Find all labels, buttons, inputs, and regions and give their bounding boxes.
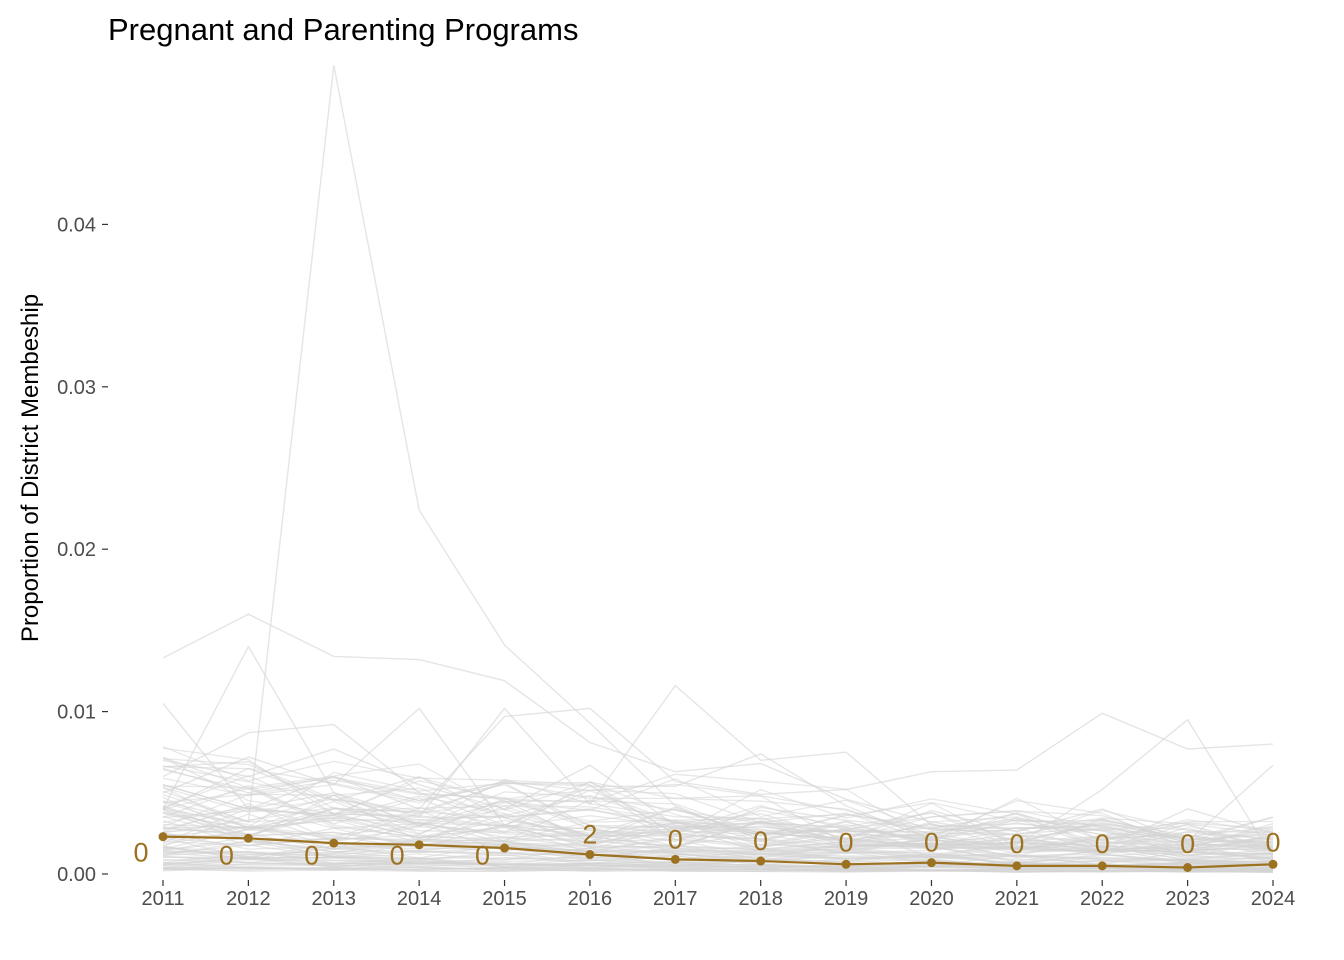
background-series-line — [162, 718, 1274, 859]
highlight-data-label: 2 — [582, 819, 597, 849]
x-tick-label: 2020 — [909, 888, 954, 910]
y-tick-label: 0.04 — [57, 214, 96, 236]
x-tick-label: 2012 — [226, 888, 271, 910]
x-tick-label: 2016 — [568, 888, 613, 910]
background-series-line — [162, 826, 1274, 866]
background-series-line — [162, 747, 1274, 843]
x-tick-label: 2014 — [397, 888, 442, 910]
highlight-data-label: 0 — [924, 828, 939, 858]
background-series-line — [162, 761, 1274, 835]
highlight-data-label: 0 — [753, 826, 768, 856]
highlight-data-label: 0 — [390, 841, 405, 871]
highlight-point — [1183, 863, 1193, 873]
background-series-line — [162, 791, 1274, 852]
x-tick-label: 2017 — [653, 888, 698, 910]
x-tick-label: 2021 — [995, 888, 1040, 910]
background-series-line — [162, 829, 1274, 863]
background-series-line — [162, 796, 1274, 847]
x-tick-label: 2013 — [312, 888, 357, 910]
x-tick-label: 2019 — [824, 888, 869, 910]
highlight-point — [670, 854, 680, 864]
background-series-line — [162, 765, 1274, 851]
highlight-data-label: 0 — [839, 828, 854, 858]
background-series-line — [162, 807, 1274, 858]
x-tick-label: 2023 — [1165, 888, 1210, 910]
highlight-series-line — [162, 835, 1274, 869]
x-tick-label: 2011 — [141, 888, 184, 910]
y-tick-label: 0.01 — [57, 702, 96, 724]
highlight-data-label: 0 — [1265, 828, 1280, 858]
background-district-lines — [162, 65, 1274, 874]
highlight-point — [329, 838, 339, 848]
x-tick-label: 2024 — [1251, 888, 1296, 910]
highlight-data-label: 0 — [1095, 829, 1110, 859]
y-tick-label: 0.03 — [57, 377, 96, 399]
highlight-series — [158, 832, 1278, 873]
background-series-line — [162, 836, 1274, 866]
highlight-point — [1012, 861, 1022, 871]
highlight-point — [585, 850, 595, 860]
highlight-point — [1268, 859, 1278, 869]
background-series-line — [162, 840, 1274, 866]
background-series-line — [162, 800, 1274, 852]
background-series-line — [162, 804, 1274, 850]
highlight-point — [1097, 861, 1107, 871]
highlight-data-label: 0 — [219, 841, 234, 871]
highlight-data-labels: 0 0 0 0 0 2 0 0 0 0 0 0 0 0 — [133, 819, 1280, 870]
highlight-point — [926, 858, 936, 868]
highlight-point — [158, 832, 168, 842]
x-axis: 2011 2012 2013 2014 2015 2016 2017 2018 2019 2020… — [141, 880, 1295, 910]
x-tick-label: 2018 — [738, 888, 783, 910]
x-tick-label: 2022 — [1080, 888, 1125, 910]
background-series-line — [162, 748, 1274, 843]
highlight-data-label: 0 — [475, 841, 490, 871]
highlight-point — [756, 856, 766, 866]
highlight-data-label: 0 — [1009, 829, 1024, 859]
highlight-point — [500, 843, 510, 853]
highlight-data-label: 0 — [304, 841, 319, 871]
highlight-data-label: 0 — [133, 837, 148, 867]
background-series-line — [162, 771, 1274, 848]
highlight-data-label: 0 — [668, 824, 683, 854]
y-axis-label: Proportion of District Membeship — [17, 294, 44, 642]
background-series-line — [162, 866, 1274, 873]
y-tick-label: 0.02 — [57, 539, 96, 561]
background-series-line — [162, 813, 1274, 855]
chart-title: Pregnant and Parenting Programs — [108, 12, 578, 47]
background-series-line — [162, 65, 1274, 861]
y-tick-label: 0.00 — [57, 864, 96, 886]
highlight-point — [243, 833, 253, 843]
highlight-point — [414, 840, 424, 850]
y-axis: 0.00 0.01 0.02 0.03 0.04 — [57, 214, 108, 886]
x-tick-label: 2015 — [482, 888, 527, 910]
background-series-line — [162, 765, 1274, 845]
highlight-point — [841, 859, 851, 869]
background-series-line — [162, 746, 1274, 843]
background-series-line — [162, 756, 1274, 849]
background-series-line — [162, 787, 1274, 853]
highlight-data-label: 0 — [1180, 829, 1195, 859]
